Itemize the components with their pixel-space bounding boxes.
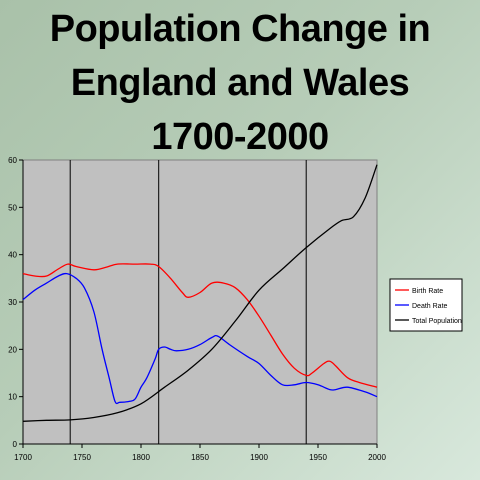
total-population-line <box>22 164 378 422</box>
legend-label-birth-rate: Birth Rate <box>412 288 443 295</box>
y-tick-label: 10 <box>8 393 17 402</box>
period-dividers <box>69 160 307 444</box>
x-tick-label: 1900 <box>250 453 268 462</box>
plot-area <box>22 159 378 445</box>
x-tick-label: 1800 <box>132 453 150 462</box>
x-tick-label: 1950 <box>309 453 327 462</box>
y-tick-label: 0 <box>13 440 18 449</box>
x-axis-ticks: 1700 1750 1800 1850 1900 1950 2000 <box>14 444 386 462</box>
title-line-1: Population Change in <box>49 8 431 50</box>
series-lines <box>22 164 378 422</box>
y-tick-label: 50 <box>8 203 17 212</box>
x-tick-label: 1700 <box>14 453 32 462</box>
x-tick-label: 1750 <box>73 453 91 462</box>
y-tick-label: 30 <box>8 298 17 307</box>
legend-label-death-rate: Death Rate <box>412 303 448 310</box>
page-title: Population Change in England and Wales 1… <box>0 2 480 164</box>
title-line-2: England and Wales <box>70 62 410 104</box>
title-line-3: 1700-2000 <box>151 116 329 158</box>
x-tick-label: 2000 <box>368 453 386 462</box>
y-tick-label: 20 <box>8 345 17 354</box>
legend: Birth Rate Death Rate Total Population <box>389 278 463 332</box>
y-tick-label: 40 <box>8 251 17 260</box>
y-tick-label: 60 <box>8 156 17 165</box>
y-axis-ticks: 0 10 20 30 40 50 60 <box>8 156 23 449</box>
legend-label-total-population: Total Population <box>412 318 462 325</box>
birth-rate-line <box>22 263 378 388</box>
x-tick-label: 1850 <box>191 453 209 462</box>
death-rate-line <box>22 272 378 405</box>
